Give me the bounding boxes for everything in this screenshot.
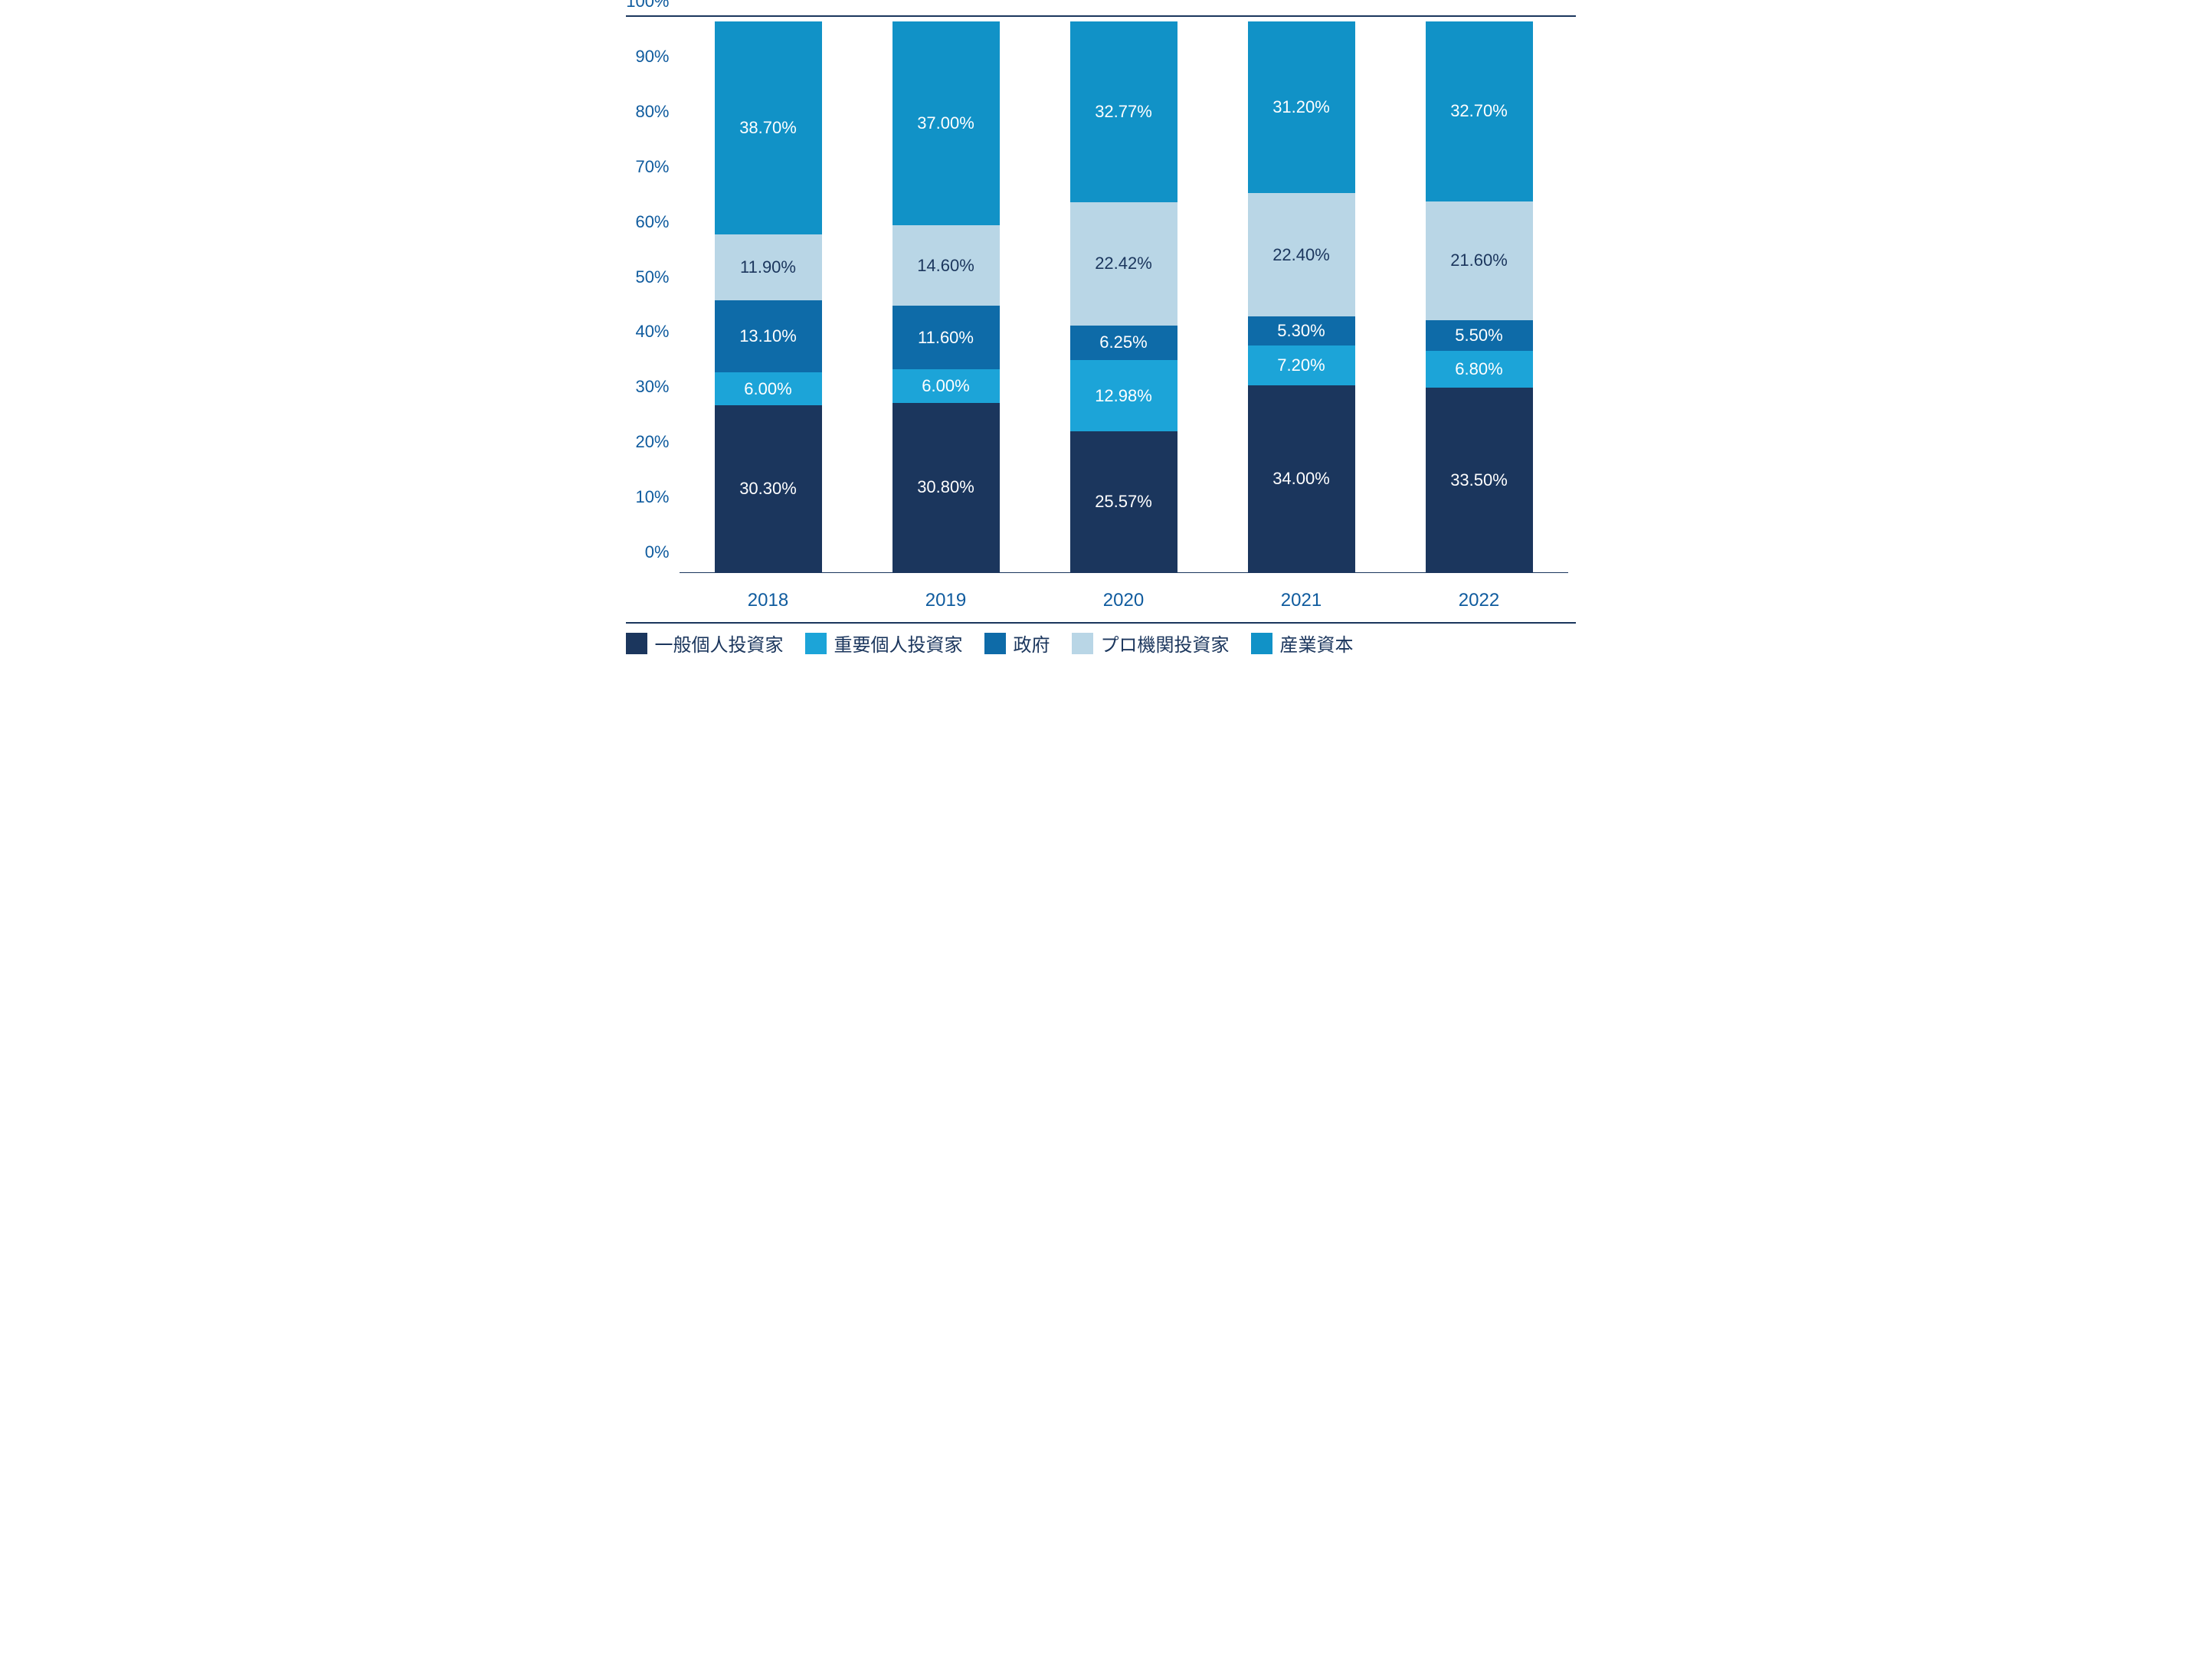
legend-label: 重要個人投資家 [834, 630, 963, 657]
legend-item-government: 政府 [984, 630, 1050, 657]
legend-label: プロ機関投資家 [1101, 630, 1230, 657]
bar-segment-important_individual: 6.80% [1426, 351, 1533, 388]
plot-area: 0%10%20%30%40%50%60%70%80%90%100% 30.30%… [680, 21, 1568, 573]
x-label: 2021 [1248, 590, 1355, 611]
bar-segment-important_individual: 6.00% [893, 369, 1000, 402]
bar-column: 30.80%6.00%11.60%14.60%37.00% [893, 21, 1000, 572]
bar-segment-general_individual: 33.50% [1426, 388, 1533, 572]
bar-segment-pro_institutional: 11.90% [715, 234, 822, 300]
bar-segment-government: 5.50% [1426, 320, 1533, 351]
bar-segment-industrial_capital: 38.70% [715, 21, 822, 234]
bar-column: 33.50%6.80%5.50%21.60%32.70% [1426, 21, 1533, 572]
bar-segment-government: 13.10% [715, 300, 822, 372]
legend-item-important_individual: 重要個人投資家 [805, 630, 963, 657]
y-tick: 10% [635, 487, 669, 507]
bar-segment-industrial_capital: 32.70% [1426, 21, 1533, 201]
bar-segment-general_individual: 30.30% [715, 405, 822, 572]
y-tick: 80% [635, 102, 669, 122]
y-tick: 30% [635, 377, 669, 397]
x-label: 2022 [1426, 590, 1533, 611]
legend-label: 産業資本 [1280, 630, 1354, 657]
y-tick: 20% [635, 432, 669, 452]
legend-swatch [805, 633, 827, 654]
y-tick: 70% [635, 157, 669, 177]
legend-swatch [1072, 633, 1093, 654]
y-tick: 100% [626, 0, 669, 11]
legend-item-general_individual: 一般個人投資家 [626, 630, 784, 657]
chart-frame: 0%10%20%30%40%50%60%70%80%90%100% 30.30%… [626, 15, 1576, 624]
bar-segment-industrial_capital: 37.00% [893, 21, 1000, 225]
bar-segment-pro_institutional: 21.60% [1426, 201, 1533, 320]
bar-segment-pro_institutional: 14.60% [893, 225, 1000, 306]
legend-label: 政府 [1014, 630, 1050, 657]
x-label: 2019 [893, 590, 1000, 611]
bar-column: 25.57%12.98%6.25%22.42%32.77% [1070, 21, 1177, 572]
legend-swatch [626, 633, 647, 654]
legend-swatch [1251, 633, 1272, 654]
legend: 一般個人投資家 重要個人投資家 政府 プロ機関投資家 産業資本 [626, 630, 1576, 657]
y-tick: 50% [635, 267, 669, 287]
legend-label: 一般個人投資家 [655, 630, 784, 657]
bar-column: 30.30%6.00%13.10%11.90%38.70% [715, 21, 822, 572]
x-label: 2020 [1070, 590, 1177, 611]
bar-segment-government: 6.25% [1070, 326, 1177, 360]
bar-segment-important_individual: 6.00% [715, 372, 822, 405]
x-label: 2018 [715, 590, 822, 611]
bar-segment-general_individual: 30.80% [893, 403, 1000, 572]
y-tick: 90% [635, 47, 669, 67]
bars-row: 30.30%6.00%13.10%11.90%38.70%30.80%6.00%… [680, 21, 1568, 572]
bar-segment-general_individual: 34.00% [1248, 385, 1355, 572]
bar-segment-important_individual: 12.98% [1070, 360, 1177, 431]
y-axis: 0%10%20%30%40%50%60%70%80%90%100% [626, 21, 676, 572]
x-axis: 2018 2019 2020 2021 2022 [680, 573, 1568, 617]
y-tick: 40% [635, 322, 669, 342]
y-tick: 60% [635, 212, 669, 232]
bar-segment-pro_institutional: 22.40% [1248, 193, 1355, 316]
stacked-bar-chart: 0%10%20%30%40%50%60%70%80%90%100% 30.30%… [626, 15, 1576, 657]
bar-segment-important_individual: 7.20% [1248, 345, 1355, 385]
legend-item-industrial_capital: 産業資本 [1251, 630, 1354, 657]
bar-column: 34.00%7.20%5.30%22.40%31.20% [1248, 21, 1355, 572]
legend-item-pro_institutional: プロ機関投資家 [1072, 630, 1230, 657]
legend-swatch [984, 633, 1006, 654]
bar-segment-general_individual: 25.57% [1070, 431, 1177, 572]
bar-segment-industrial_capital: 32.77% [1070, 21, 1177, 202]
bar-segment-industrial_capital: 31.20% [1248, 21, 1355, 193]
bar-segment-government: 5.30% [1248, 316, 1355, 345]
bar-segment-pro_institutional: 22.42% [1070, 202, 1177, 326]
y-tick: 0% [645, 542, 670, 562]
bar-segment-government: 11.60% [893, 306, 1000, 369]
